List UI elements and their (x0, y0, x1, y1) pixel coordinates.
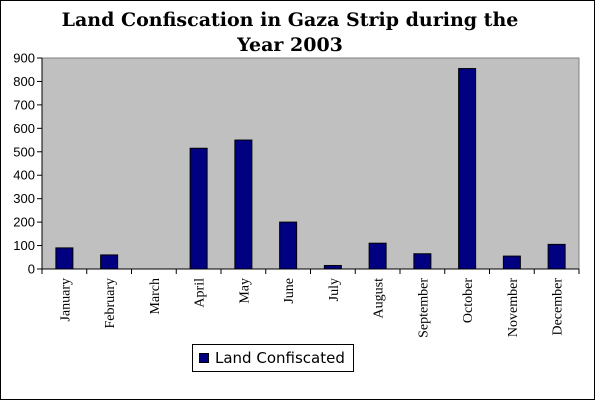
bar (368, 242, 387, 270)
chart-title-line-1: Land Confiscation in Gaza Strip during t… (61, 9, 519, 31)
x-tick-label: January (58, 278, 73, 322)
x-tick-label: September (416, 278, 431, 338)
y-tick-label: 500 (13, 144, 35, 159)
x-tick-label: October (461, 278, 476, 323)
plot-area (41, 57, 580, 270)
bar (100, 254, 119, 270)
x-tick-label: August (372, 278, 387, 319)
chart-title-line-2: Year 2003 (237, 34, 343, 56)
y-tick-label: 0 (28, 262, 35, 277)
y-tick-label: 900 (13, 51, 35, 66)
bar (189, 147, 208, 270)
x-axis-ticks: January February March April May June July Augu… (41, 269, 580, 338)
bar (234, 139, 253, 270)
x-tick-label: May (237, 278, 252, 304)
chart-title: Land Confiscation in Gaza Strip during t… (40, 8, 540, 58)
y-axis-ticks: 0 100 200 300 400 500 600 700 800 900 (13, 51, 42, 277)
y-tick-label: 100 (13, 238, 35, 253)
y-tick-label: 400 (13, 168, 35, 183)
y-tick-label: 800 (13, 74, 35, 89)
bar (458, 68, 477, 270)
x-tick-label: March (148, 278, 163, 315)
x-tick-label: June (282, 278, 297, 304)
y-tick-label: 700 (13, 97, 35, 112)
legend-label: Land Confiscated (215, 349, 345, 367)
legend-swatch (199, 353, 209, 363)
y-tick-label: 300 (13, 191, 35, 206)
bars (55, 68, 566, 270)
y-tick-label: 600 (13, 121, 35, 136)
y-tick-label: 200 (13, 215, 35, 230)
legend: Land Confiscated (192, 344, 354, 372)
bar (279, 221, 298, 270)
x-tick-label: July (327, 278, 342, 301)
bar (413, 253, 432, 270)
x-tick-label: February (103, 278, 118, 329)
bar (547, 243, 566, 270)
bar (323, 264, 342, 270)
bar (55, 247, 74, 270)
x-tick-label: December (551, 278, 566, 336)
x-tick-label: November (506, 278, 521, 337)
x-tick-label: April (193, 278, 208, 308)
bar (502, 255, 521, 270)
